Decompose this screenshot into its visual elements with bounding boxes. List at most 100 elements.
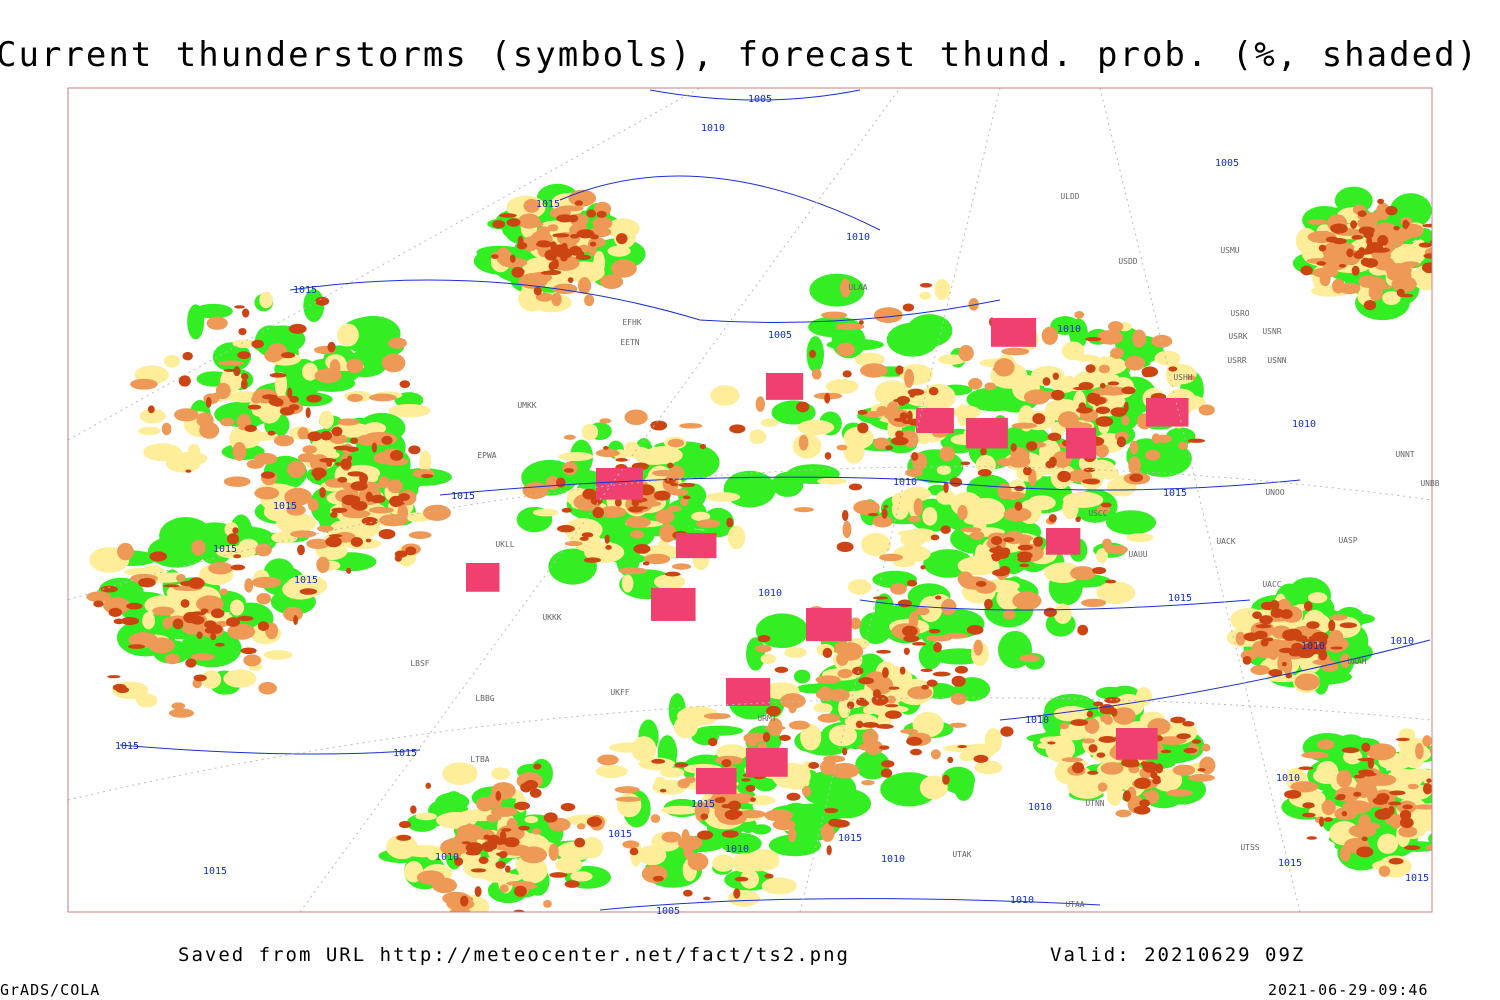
shade-blob xyxy=(1187,375,1196,381)
isobar-label: 1015 xyxy=(536,199,560,210)
shade-blob xyxy=(1110,407,1127,417)
shade-blob xyxy=(630,529,644,539)
shade-blob xyxy=(820,823,835,842)
shade-blob xyxy=(823,807,839,814)
shade-blob xyxy=(616,233,628,245)
shade-blob xyxy=(907,686,933,700)
shade-blob xyxy=(1429,744,1432,755)
shade-blob xyxy=(410,805,417,814)
shade-blob xyxy=(1422,223,1432,228)
shade-blob xyxy=(849,617,862,630)
shade-blob xyxy=(283,606,303,622)
shade-blob xyxy=(659,788,667,793)
shade-blob xyxy=(1279,647,1294,654)
shade-blob xyxy=(398,493,410,502)
shade-blob xyxy=(1075,516,1081,523)
shade-blob xyxy=(1316,261,1327,266)
shade-blob xyxy=(176,574,186,583)
shade-blob xyxy=(825,378,859,395)
storm-symbol xyxy=(1066,428,1097,459)
shade-blob xyxy=(378,528,396,540)
shade-blob xyxy=(764,809,794,822)
shade-blob xyxy=(1436,801,1449,806)
shade-blob xyxy=(306,394,322,403)
shade-blob xyxy=(973,754,989,763)
shade-blob xyxy=(1023,466,1032,476)
shade-blob xyxy=(182,351,193,361)
shade-blob xyxy=(857,409,868,415)
shade-blob xyxy=(1107,381,1120,386)
shade-blob xyxy=(1201,743,1211,752)
shade-blob xyxy=(934,595,942,600)
shade-blob xyxy=(974,760,1003,775)
isobar-label: 1015 xyxy=(393,748,417,759)
shade-blob xyxy=(523,199,540,213)
shade-blob xyxy=(1019,654,1041,663)
shade-blob xyxy=(893,559,916,568)
shade-blob xyxy=(513,885,527,897)
shade-blob xyxy=(263,649,293,660)
shade-blob xyxy=(238,328,247,336)
shade-blob xyxy=(943,481,949,494)
shade-blob xyxy=(926,679,938,687)
shade-blob xyxy=(1311,631,1329,642)
shade-blob xyxy=(879,745,890,750)
shade-blob xyxy=(721,759,732,768)
shade-blob xyxy=(223,476,251,487)
shade-blob xyxy=(1154,763,1164,774)
shade-blob xyxy=(601,447,614,455)
shade-blob xyxy=(614,786,640,794)
shade-blob xyxy=(142,611,156,630)
shade-blob xyxy=(883,504,889,508)
shade-blob xyxy=(734,876,749,882)
shade-blob xyxy=(196,631,203,640)
shade-blob xyxy=(712,854,735,872)
storm-symbol xyxy=(596,468,643,500)
shade-blob xyxy=(813,703,833,713)
shade-blob xyxy=(340,458,352,470)
shade-blob xyxy=(760,418,779,427)
station-label: LTBA xyxy=(470,755,489,764)
shade-blob xyxy=(784,647,807,658)
shade-blob xyxy=(389,450,404,461)
shade-blob xyxy=(238,538,259,554)
shade-blob xyxy=(579,536,589,541)
station-label: USNR xyxy=(1262,327,1281,336)
shade-blob xyxy=(1357,210,1367,217)
shade-blob xyxy=(582,488,597,500)
shade-blob xyxy=(233,366,241,377)
shade-blob xyxy=(100,585,118,593)
shade-blob xyxy=(396,834,412,841)
shade-blob xyxy=(548,843,559,861)
shade-blob xyxy=(891,498,909,520)
shade-blob xyxy=(1073,386,1088,391)
shade-blob xyxy=(1151,433,1161,444)
shade-blob xyxy=(331,426,343,437)
shade-blob xyxy=(237,351,251,360)
storm-symbol xyxy=(726,678,771,706)
shade-blob xyxy=(1358,787,1369,795)
shade-blob xyxy=(902,486,932,502)
shade-blob xyxy=(664,571,681,577)
shade-blob xyxy=(660,767,685,778)
shade-blob xyxy=(556,245,563,250)
shade-blob xyxy=(399,380,411,389)
shade-blob xyxy=(860,363,888,378)
shade-blob xyxy=(1000,726,1014,737)
station-label: UTAK xyxy=(952,850,971,859)
shade-blob xyxy=(1104,544,1128,555)
shade-blob xyxy=(219,588,228,596)
shade-blob xyxy=(325,536,342,548)
shade-blob xyxy=(335,462,342,466)
shade-blob xyxy=(826,845,832,856)
shade-blob xyxy=(1121,386,1136,395)
shade-blob xyxy=(311,434,337,461)
station-label: LBSF xyxy=(410,659,429,668)
shade-blob xyxy=(180,599,190,608)
shade-blob xyxy=(370,494,386,504)
shade-blob xyxy=(890,583,907,595)
shade-blob xyxy=(1339,845,1351,862)
shade-blob xyxy=(499,884,509,893)
shade-blob xyxy=(895,365,904,375)
shade-blob xyxy=(936,490,956,505)
